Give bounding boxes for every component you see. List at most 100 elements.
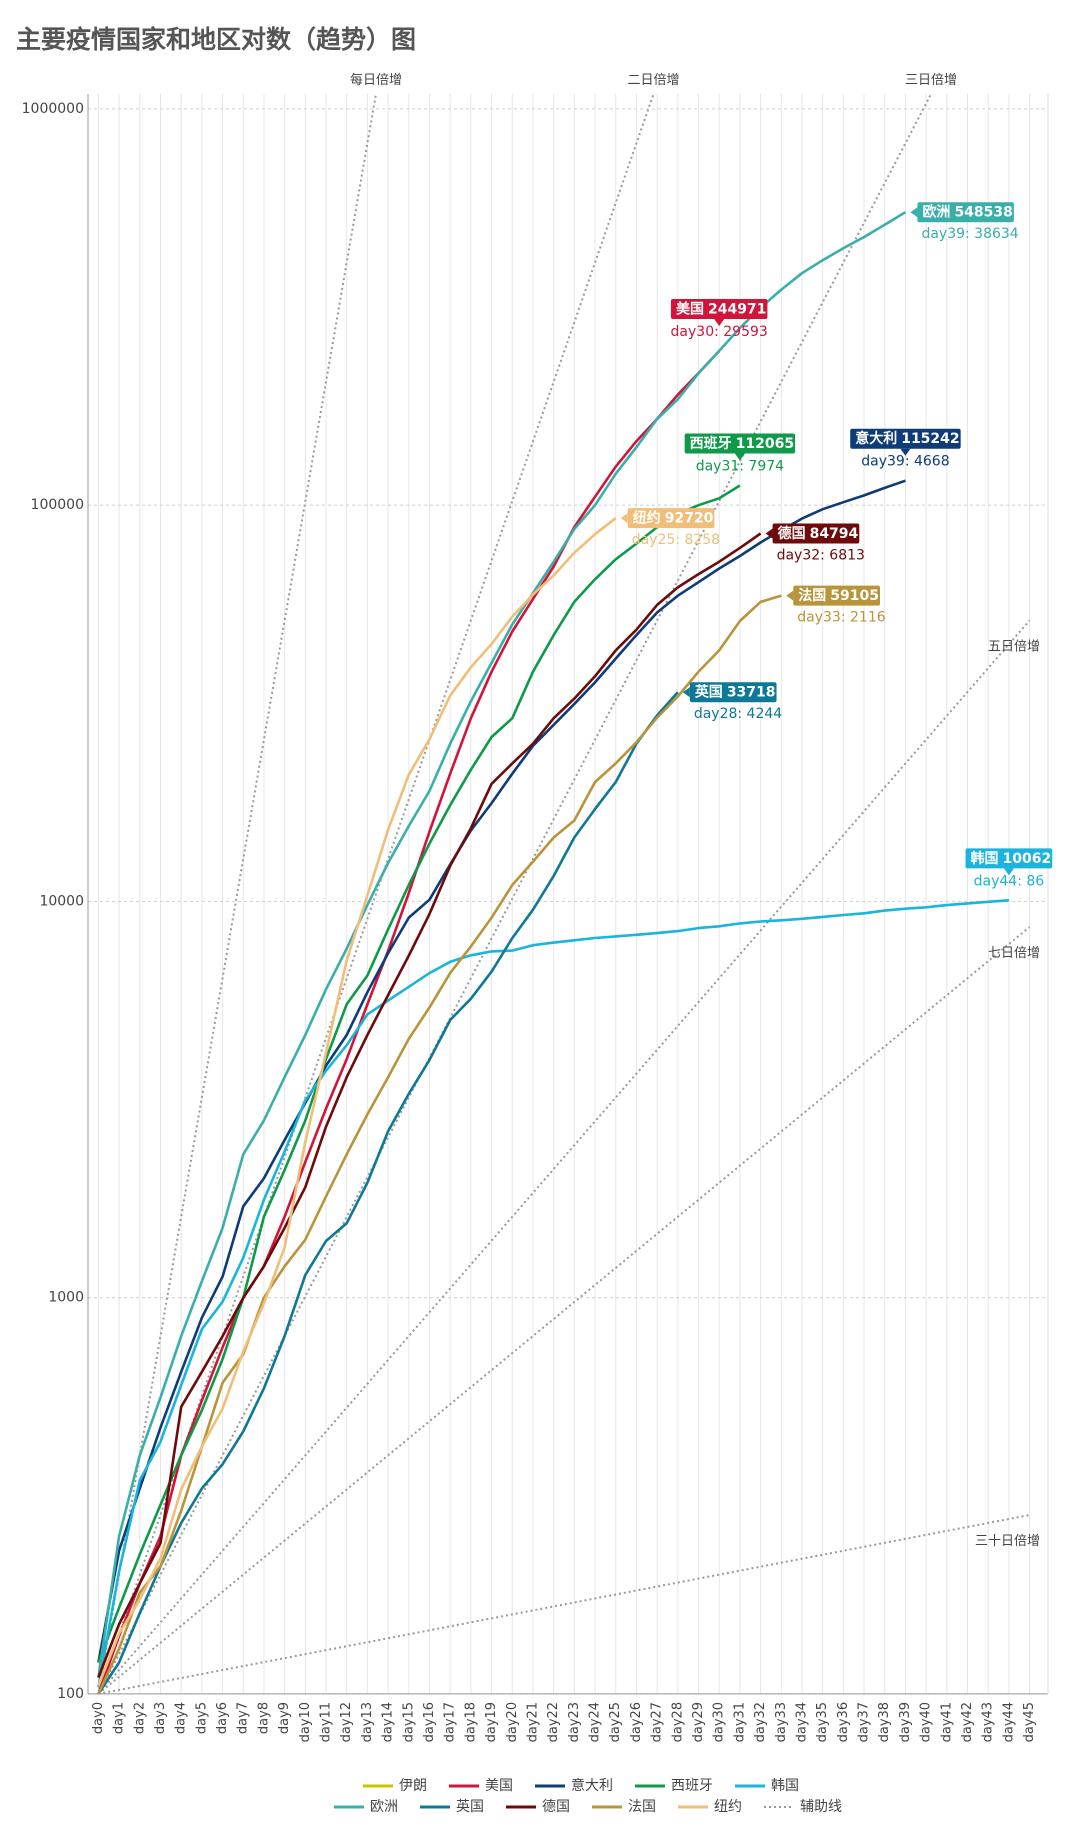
series-last-value: 112065 (736, 436, 794, 452)
callout-note: day33: 2116 (797, 610, 885, 626)
x-tick-label: day8 (256, 1702, 271, 1734)
x-tick-label: day11 (319, 1702, 334, 1742)
guide-label: 五日倍增 (988, 639, 1040, 654)
x-tick-label: day19 (484, 1702, 499, 1742)
guide-label: 每日倍增 (350, 72, 402, 88)
guide-label: 二日倍增 (627, 73, 679, 88)
callout-box (684, 433, 796, 454)
callout-label: 英国 33718 (694, 684, 776, 701)
x-tick-label: day12 (339, 1702, 354, 1742)
callout-note: day39: 38634 (921, 226, 1018, 242)
x-tick-label: day22 (546, 1702, 561, 1742)
series-name: 西班牙 (690, 435, 732, 452)
callout-label: 纽约 92720 (633, 510, 714, 527)
legend-label: 韩国 (771, 1778, 799, 1794)
callout-pointer (786, 590, 794, 601)
callout-box (917, 202, 1014, 223)
series-line (97, 532, 762, 1678)
series-last-value: 33718 (727, 685, 776, 701)
legend-label: 法国 (628, 1799, 656, 1815)
x-tick-label: day27 (650, 1702, 665, 1742)
x-tick-label: day0 (91, 1702, 106, 1734)
x-tick-label: day36 (836, 1702, 851, 1742)
x-tick-label: day41 (939, 1702, 954, 1742)
guide-line (97, 94, 655, 1694)
guide-line (97, 926, 1031, 1694)
callout-label: 意大利 115242 (855, 430, 959, 447)
callout-box (772, 523, 860, 544)
callout-label: 西班牙 112065 (690, 435, 794, 452)
x-tick-label: day13 (360, 1702, 375, 1742)
x-tick-label: day40 (919, 1702, 934, 1742)
series-last-value: 244971 (708, 301, 766, 317)
y-tick-label: 100000 (31, 497, 84, 513)
x-tick-label: day30 (712, 1702, 727, 1742)
x-tick-label: day9 (277, 1702, 292, 1734)
callout-pointer (682, 687, 690, 698)
x-tick-label: day24 (588, 1702, 603, 1742)
x-tick-label: day23 (567, 1702, 582, 1742)
x-tick-label: day44 (1001, 1702, 1016, 1742)
callout-label: 德国 84794 (778, 525, 859, 542)
legend-label: 西班牙 (671, 1778, 713, 1794)
guide-label: 七日倍增 (988, 946, 1040, 961)
x-tick-label: day1 (112, 1702, 127, 1734)
callout-label: 欧洲 548538 (922, 204, 1012, 221)
series-line (97, 517, 617, 1686)
x-tick-label: day15 (401, 1702, 416, 1742)
series-name: 法国 (798, 587, 826, 604)
callout-pointer (910, 207, 918, 218)
x-tick-label: day37 (857, 1702, 872, 1742)
x-tick-label: day3 (153, 1702, 168, 1734)
series-name: 韩国 (971, 850, 999, 867)
callout: 纽约 92720 (620, 508, 715, 529)
callout-note: day25: 8258 (632, 532, 720, 548)
x-tick-label: day34 (794, 1702, 809, 1742)
series-line (97, 479, 906, 1663)
guide-line (97, 619, 1031, 1694)
series-last-value: 10062 (1003, 851, 1052, 867)
callout-pointer (620, 513, 628, 524)
series-name: 意大利 (855, 430, 897, 447)
callout-box (793, 585, 880, 606)
series-last-value: 84794 (810, 526, 859, 542)
series-name: 德国 (778, 525, 806, 542)
callout: 意大利 115242 (850, 428, 961, 456)
y-tick-label: 1000000 (22, 101, 84, 117)
legend-label: 伊朗 (399, 1778, 427, 1794)
callout-pointer (714, 318, 725, 326)
x-tick-label: day20 (505, 1702, 520, 1742)
x-tick-label: day17 (443, 1702, 458, 1742)
callout-box (670, 298, 768, 319)
series-line (97, 691, 679, 1695)
y-tick-label: 100 (57, 1686, 84, 1702)
series-name: 美国 (676, 300, 704, 317)
legend-label: 欧洲 (370, 1799, 398, 1815)
series-last-value: 59105 (830, 588, 879, 604)
callout: 韩国 10062 (965, 848, 1053, 876)
callout-box (689, 682, 777, 703)
y-tick-label: 10000 (39, 893, 84, 909)
series-last-value: 548538 (954, 205, 1012, 221)
series-last-value: 92720 (665, 511, 714, 527)
callout-label: 韩国 10062 (971, 850, 1052, 867)
x-tick-label: day29 (691, 1702, 706, 1742)
callout: 美国 244971 (670, 298, 768, 326)
x-tick-label: day33 (774, 1702, 789, 1742)
series-name: 纽约 (633, 510, 661, 527)
callout: 西班牙 112065 (684, 433, 796, 461)
callout: 法国 59105 (786, 585, 880, 606)
callout-note: day44: 86 (974, 873, 1045, 889)
legend-label: 英国 (456, 1798, 484, 1815)
guide-line (98, 1513, 1030, 1694)
legend-label: 美国 (485, 1778, 513, 1794)
x-tick-label: day38 (877, 1702, 892, 1742)
callout-note: day39: 4668 (861, 454, 949, 470)
callout: 欧洲 548538 (910, 202, 1014, 223)
x-tick-label: day21 (525, 1702, 540, 1742)
series-name: 欧洲 (922, 204, 950, 221)
guide-line (97, 94, 933, 1694)
callout-pointer (765, 528, 773, 539)
